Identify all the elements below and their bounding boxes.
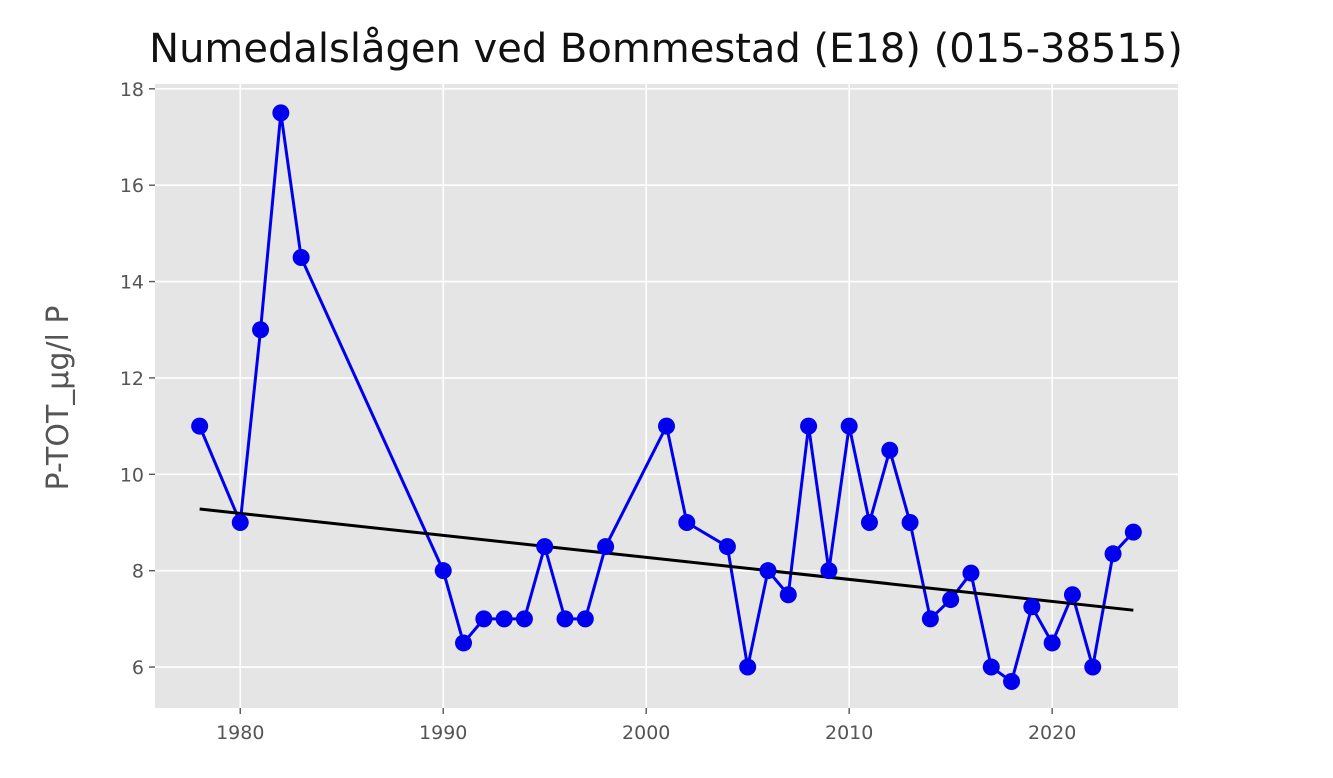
data-point bbox=[658, 417, 675, 435]
data-point bbox=[252, 321, 270, 339]
data-point bbox=[962, 564, 980, 582]
trend-line-layer bbox=[199, 507, 1134, 612]
data-point bbox=[495, 610, 513, 628]
y-tick-label: 8 bbox=[132, 561, 144, 583]
data-point bbox=[800, 417, 818, 435]
data-point bbox=[597, 538, 615, 556]
data-point bbox=[982, 658, 1000, 676]
data-point bbox=[840, 417, 858, 435]
data-point bbox=[739, 658, 757, 676]
data-point bbox=[820, 562, 838, 580]
data-point bbox=[860, 513, 878, 531]
data-point bbox=[434, 562, 452, 580]
x-tick-label: 2000 bbox=[622, 722, 670, 744]
data-point bbox=[536, 538, 554, 556]
axis-ticks: 1980 1990 2000 2010 2020 6 8 10 12 14 16 18 bbox=[120, 79, 1077, 744]
y-tick-label: 18 bbox=[120, 79, 144, 101]
data-point bbox=[191, 417, 209, 435]
data-point bbox=[1043, 634, 1061, 652]
y-tick-label: 6 bbox=[132, 657, 144, 679]
y-tick-label: 10 bbox=[120, 464, 144, 486]
data-point bbox=[759, 562, 777, 580]
data-point bbox=[1084, 658, 1102, 676]
data-point bbox=[576, 610, 594, 628]
y-tick-label: 16 bbox=[120, 175, 144, 197]
grid bbox=[155, 84, 1178, 708]
data-point bbox=[455, 634, 473, 652]
data-point bbox=[1003, 672, 1021, 690]
x-tick-label: 1990 bbox=[419, 722, 467, 744]
data-point bbox=[942, 591, 960, 609]
x-tick-label: 2010 bbox=[825, 722, 873, 744]
y-tick-label: 14 bbox=[120, 272, 144, 294]
data-point bbox=[1124, 523, 1142, 541]
data-point bbox=[718, 538, 736, 556]
data-markers bbox=[191, 104, 1142, 690]
y-axis-label: P-TOT_µg/l P bbox=[41, 306, 76, 491]
data-point bbox=[1063, 586, 1081, 604]
data-point bbox=[779, 586, 797, 604]
data-point bbox=[901, 513, 919, 531]
data-point bbox=[515, 610, 533, 628]
x-tick-label: 1980 bbox=[216, 722, 264, 744]
data-point bbox=[678, 513, 696, 531]
data-point bbox=[556, 610, 574, 628]
data-point bbox=[292, 248, 310, 266]
data-point bbox=[272, 104, 290, 122]
data-point bbox=[1023, 598, 1041, 616]
data-point bbox=[1104, 545, 1122, 563]
data-point bbox=[921, 610, 939, 628]
data-point bbox=[881, 441, 899, 459]
chart-title: Numedalslågen ved Bommestad (E18) (015-3… bbox=[149, 26, 1183, 72]
y-tick-label: 12 bbox=[120, 368, 144, 390]
data-point bbox=[231, 513, 249, 531]
plot-background bbox=[155, 84, 1178, 708]
x-tick-label: 2020 bbox=[1028, 722, 1076, 744]
data-point bbox=[475, 610, 493, 628]
trend-line bbox=[199, 507, 1134, 612]
